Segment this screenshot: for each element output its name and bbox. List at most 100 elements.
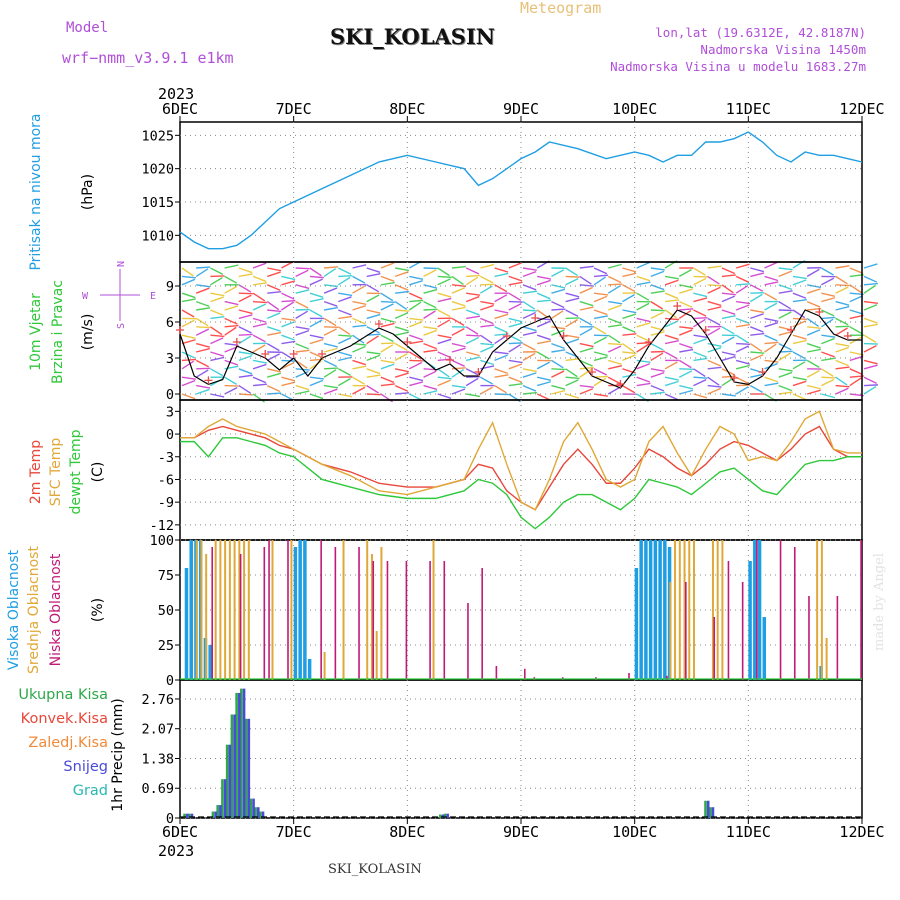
temp-axis-title-2: SFC Temp [48,438,64,507]
cloud-bar [663,540,667,680]
wind-barb [650,391,665,395]
wind-barb [736,283,751,286]
wind-barb [749,384,763,393]
cloud-bar [375,631,378,680]
wind-barb [849,326,863,335]
wind-barb [423,342,437,350]
wind-barb [693,393,708,399]
cloud-bar [224,540,227,680]
wind-barb [593,309,608,316]
precip-bar [443,813,447,818]
wind-barb [337,326,351,336]
cloud-bar [323,652,326,680]
wind-barb [622,267,637,273]
wind-barb [281,280,296,286]
wind-barb [267,309,282,313]
wind-barb [679,300,693,308]
wind-barb [224,387,238,395]
cloud-bar [683,540,686,680]
precip-bar [249,798,253,818]
wind-barb [551,288,566,294]
wind-barb [508,376,523,383]
wind-barb [622,343,635,353]
cloud-bar [307,659,312,680]
cloud-bar [674,540,677,680]
wind-barb [593,274,609,278]
wind-barb [508,342,523,345]
cloud-series-cloud_mid [195,540,828,680]
wind-barb [636,359,651,364]
precip-legend-item: Snijeg [63,759,108,775]
precip-bar [211,811,215,818]
wind-gust-marker [730,374,739,382]
wind-barb [366,294,380,303]
wind-barb [394,372,409,378]
wind-barb [679,284,694,289]
compass-north: N [116,261,127,267]
wind-barb [394,331,409,336]
pressure-ytick-label: 1010 [141,228,174,244]
wind-barb [323,388,338,395]
wind-barb [522,352,536,362]
wind-barb [380,317,395,323]
wind-barb [565,376,580,380]
wind-barb [579,327,593,336]
wind-barb [352,376,365,385]
wind-barb [195,328,210,336]
cloud-series-cloud_low [211,540,862,680]
wind-barb [337,337,352,345]
cloud-bar [208,645,212,680]
wind-barb [551,370,565,378]
wind-barb [394,342,408,351]
wind-barb [678,359,692,369]
wind-barb [679,348,694,353]
wind-barb [409,292,423,300]
wind-barb [607,376,621,385]
wind-barb [210,351,225,357]
wind-barb [565,275,580,278]
wind-barb [181,278,196,286]
wind-ytick-label: 6 [166,315,174,331]
precipitation-ytick-label: 0 [166,811,174,827]
wind-barb [337,267,352,275]
wind-barb [608,324,623,328]
wind-axis-title-1: 10m Vjetar [28,293,44,371]
wind-barb [423,326,438,330]
wind-barb [721,309,736,315]
wind-barb [849,314,864,320]
wind-barb [466,274,481,278]
wind-barb [693,292,708,298]
wind-barb [736,342,751,346]
wind-barb [664,299,680,303]
wind-barb [565,267,578,277]
wind-barb [806,268,820,278]
wind-barb [863,284,876,294]
wind-barb [792,334,807,340]
wind-barb [409,340,424,345]
wind-barb [636,292,650,301]
wind-barb [664,275,679,280]
wind-barb [252,363,267,370]
cloud-bar [860,540,862,680]
wind-barb [693,316,708,320]
cloud-bar [233,540,236,680]
wind-barb [309,309,323,318]
wind-barb [508,322,523,328]
wind-barb [195,287,210,294]
wind-barb [693,267,706,276]
wind-barb [664,380,679,387]
cloud-bar [238,540,241,680]
wind-barb [238,374,253,378]
wind-gust-marker [374,320,383,328]
wind-barb [579,286,593,294]
wind-barb [607,285,621,294]
wind-barb [451,328,465,336]
wind-barb [679,288,693,294]
wind-barb [565,368,578,378]
wind-barb [408,301,422,311]
wind-barb [238,294,252,303]
wind-barb [835,300,850,306]
wind-barb [863,263,878,269]
wind-barb [522,309,538,312]
wind-barb [863,275,878,283]
